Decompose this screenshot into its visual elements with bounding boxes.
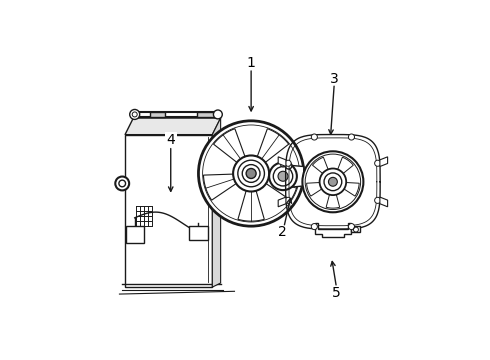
Polygon shape xyxy=(278,197,286,207)
Circle shape xyxy=(324,173,342,191)
Circle shape xyxy=(285,162,292,169)
Circle shape xyxy=(375,160,381,166)
Polygon shape xyxy=(150,112,165,117)
Circle shape xyxy=(319,168,346,195)
Circle shape xyxy=(328,177,337,186)
Circle shape xyxy=(311,134,318,140)
Circle shape xyxy=(278,171,288,181)
Text: 3: 3 xyxy=(330,72,339,86)
Polygon shape xyxy=(278,157,286,167)
Text: 4: 4 xyxy=(167,133,175,147)
Polygon shape xyxy=(125,135,212,287)
Circle shape xyxy=(285,197,291,203)
Circle shape xyxy=(132,112,137,117)
Circle shape xyxy=(119,180,125,187)
Circle shape xyxy=(233,156,269,192)
Circle shape xyxy=(311,224,318,230)
Polygon shape xyxy=(197,112,217,117)
Circle shape xyxy=(214,110,222,119)
Polygon shape xyxy=(125,118,220,135)
Circle shape xyxy=(115,176,129,190)
Circle shape xyxy=(375,197,381,203)
Text: 2: 2 xyxy=(278,225,287,239)
Polygon shape xyxy=(304,169,307,183)
Text: 1: 1 xyxy=(246,55,256,69)
Circle shape xyxy=(238,160,265,187)
Circle shape xyxy=(246,168,256,179)
Circle shape xyxy=(303,174,309,179)
Polygon shape xyxy=(315,223,351,237)
Circle shape xyxy=(302,151,364,212)
Circle shape xyxy=(285,160,291,166)
Text: 5: 5 xyxy=(332,286,341,300)
Circle shape xyxy=(348,134,354,140)
Polygon shape xyxy=(351,226,360,232)
Circle shape xyxy=(269,162,297,190)
Circle shape xyxy=(198,121,304,226)
Circle shape xyxy=(348,224,354,230)
Polygon shape xyxy=(380,197,388,207)
Circle shape xyxy=(280,162,286,167)
Polygon shape xyxy=(189,226,208,240)
Polygon shape xyxy=(212,118,220,287)
Polygon shape xyxy=(380,157,388,167)
Circle shape xyxy=(130,109,140,120)
Circle shape xyxy=(242,165,260,183)
Polygon shape xyxy=(289,165,304,187)
Circle shape xyxy=(273,167,293,186)
Polygon shape xyxy=(126,226,145,243)
